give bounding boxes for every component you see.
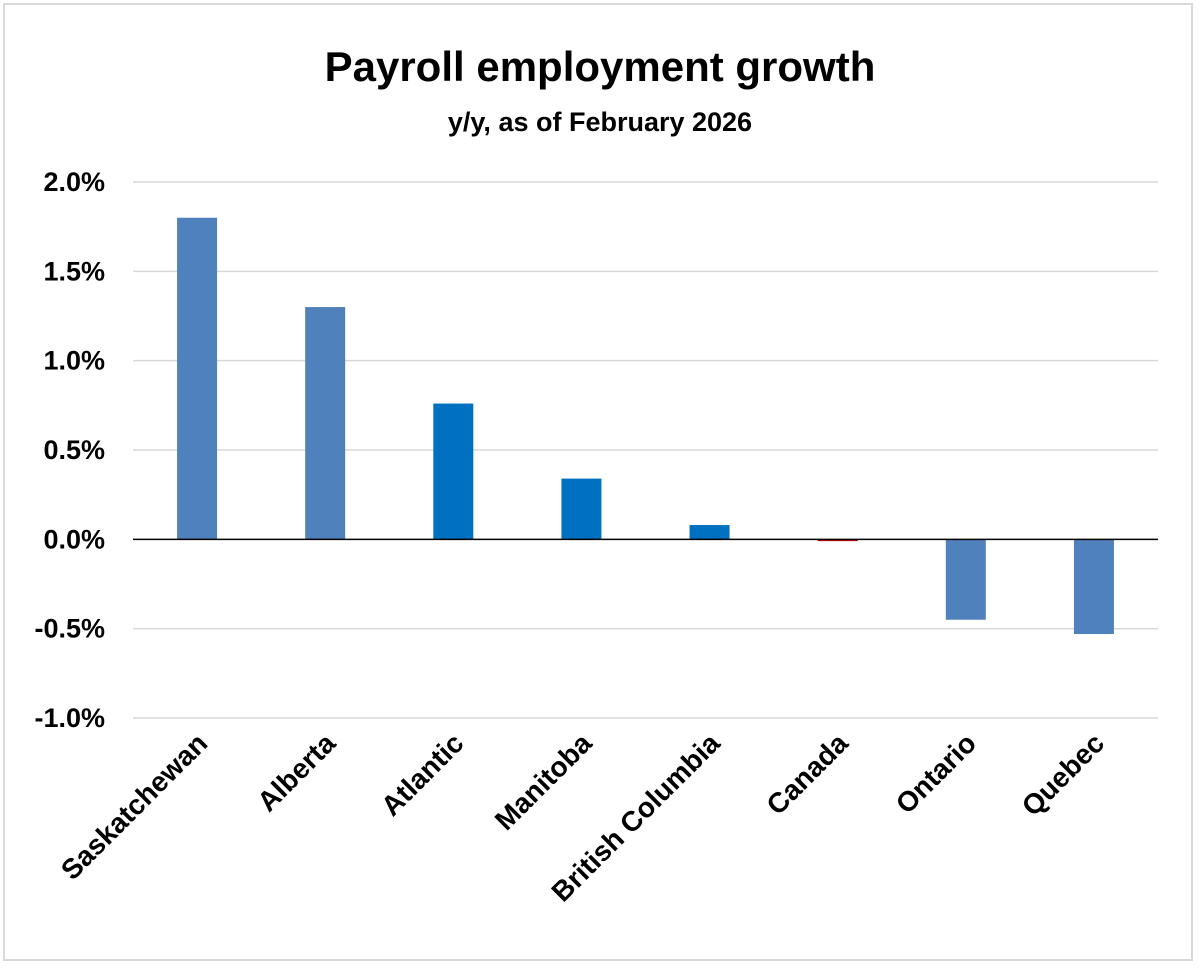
y-tick-label: -1.0% <box>34 703 105 733</box>
x-category-label: Atlantic <box>375 727 470 822</box>
chart-frame: Payroll employment growth y/y, as of Feb… <box>3 3 1193 961</box>
x-category-label: Ontario <box>890 727 982 819</box>
bar-chart: Payroll employment growth y/y, as of Feb… <box>34 43 1158 908</box>
y-tick-label: 1.5% <box>43 256 105 286</box>
bar-ontario <box>945 539 986 620</box>
x-category-label: Canada <box>760 727 854 821</box>
bar-quebec <box>1073 539 1114 635</box>
x-category-label: Alberta <box>251 727 341 817</box>
bar-manitoba <box>561 478 602 540</box>
y-tick-label: 2.0% <box>43 167 105 197</box>
chart-subtitle: y/y, as of February 2026 <box>448 107 752 137</box>
x-category-label: Quebec <box>1016 727 1111 822</box>
x-category-label: Manitoba <box>489 727 598 836</box>
x-category-label: Saskatchewan <box>55 727 213 885</box>
gridlines <box>133 181 1158 719</box>
y-tick-label: 0.5% <box>43 435 105 465</box>
y-axis-tick-labels: 2.0% 1.5% 1.0% 0.5% 0.0% -0.5% -1.0% <box>34 167 105 733</box>
bars <box>177 217 1114 635</box>
bar-canada <box>817 539 858 542</box>
y-tick-label: -0.5% <box>34 614 105 644</box>
bar-alberta <box>305 307 346 540</box>
y-tick-label: 1.0% <box>43 346 105 376</box>
category-labels: Saskatchewan Alberta Atlantic ManitobaBriti… <box>55 727 1110 908</box>
chart-title: Payroll employment growth <box>325 43 876 90</box>
y-tick-label: 0.0% <box>43 524 105 554</box>
bar-british-columbia <box>689 525 730 540</box>
bar-atlantic <box>433 403 474 540</box>
bar-saskatchewan <box>177 217 218 540</box>
